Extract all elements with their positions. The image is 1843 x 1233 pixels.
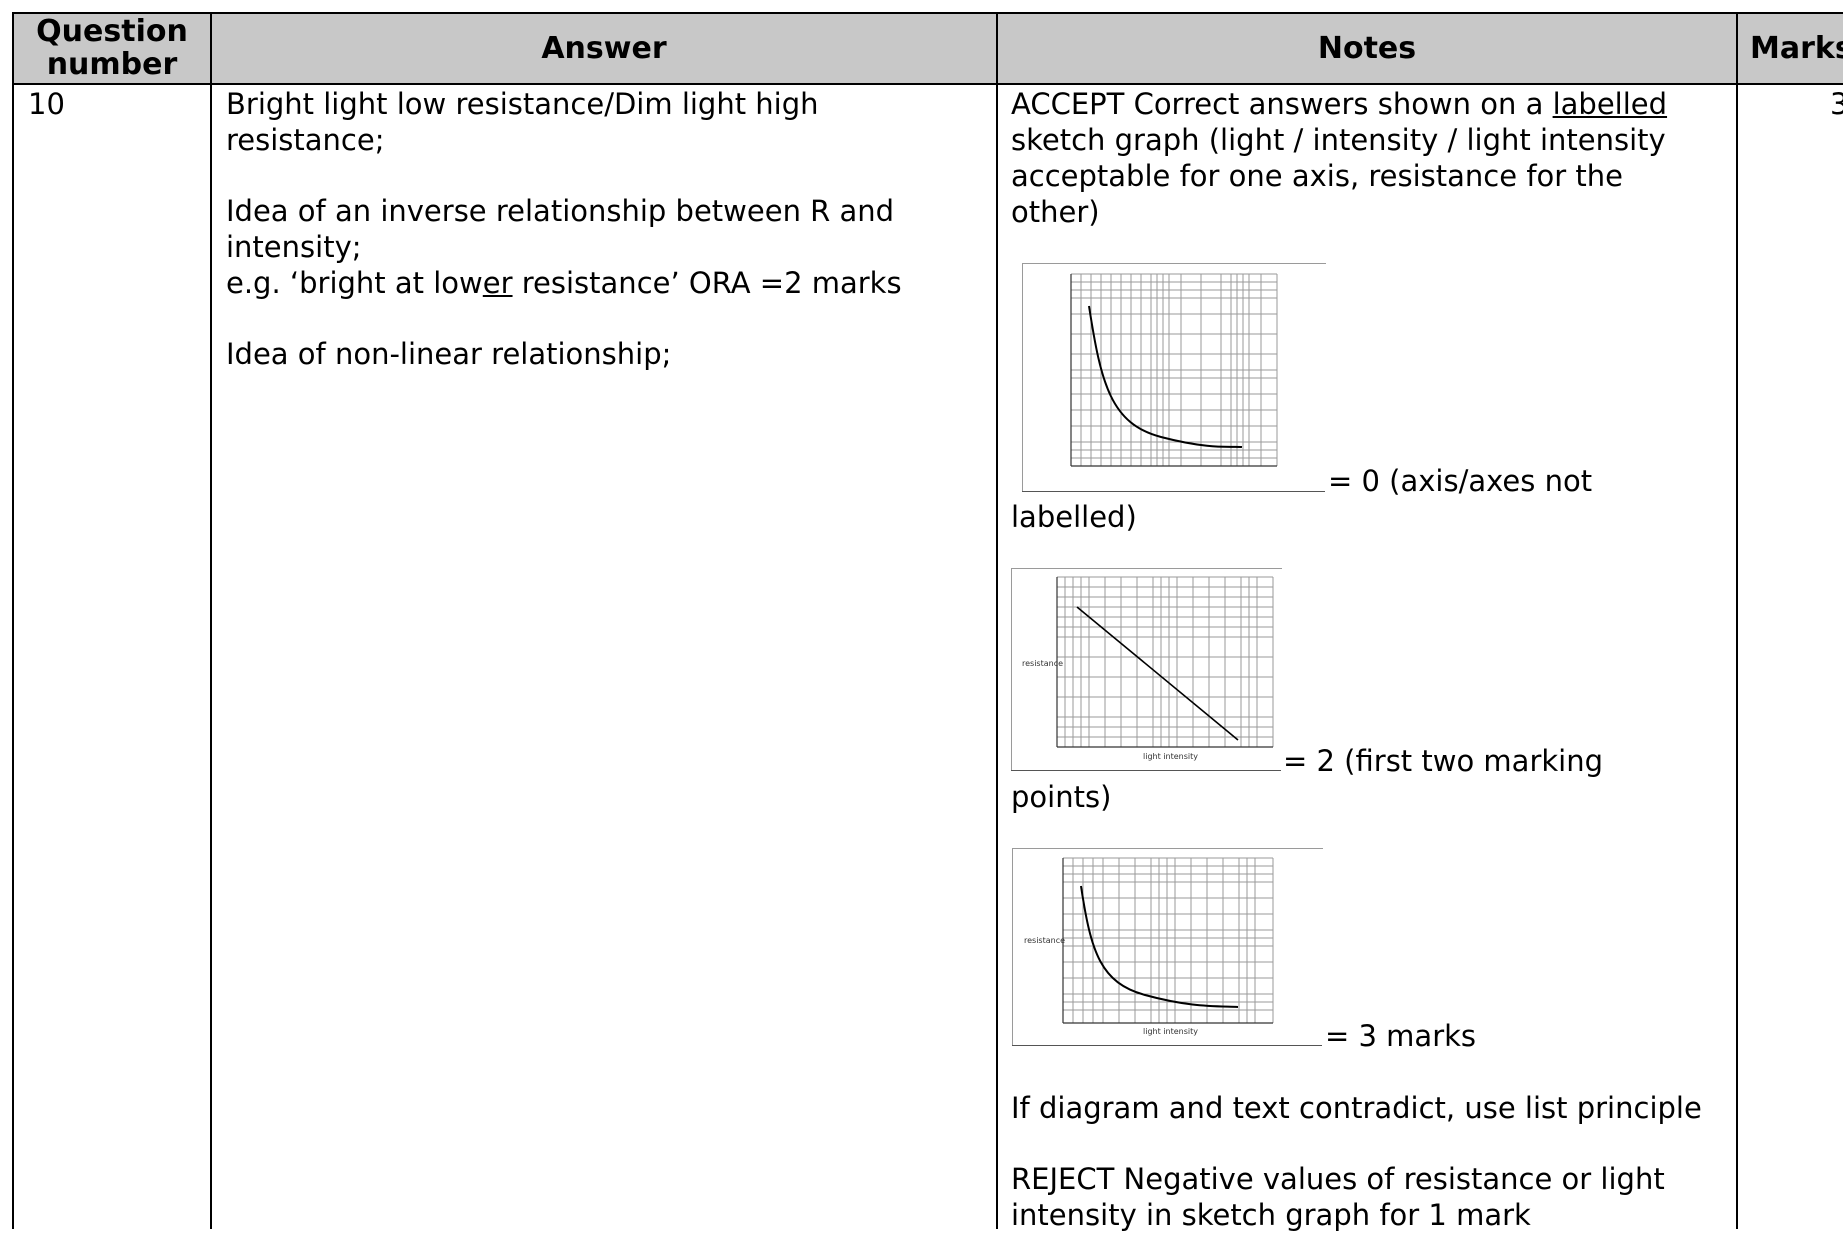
sketch-graph-3-baseline (1012, 1045, 1322, 1046)
sketch-graph-2-frame (1011, 568, 1282, 771)
marks-cell: 3 (1830, 87, 1843, 121)
header-question-number: Question number (36, 14, 188, 82)
notes-accept-line-1: ACCEPT Correct answers shown on a labell… (1011, 86, 1667, 122)
column-divider-2 (996, 12, 998, 1229)
graph-3-x-label: light intensity (1143, 1027, 1198, 1036)
sketch-graph-3-frame (1012, 848, 1323, 1046)
graph-2-x-label: light intensity (1143, 752, 1198, 761)
answer-line-3: Idea of an inverse relationship between … (226, 194, 895, 228)
answer-line-2: resistance; (226, 123, 385, 157)
notes-reject-line-1: REJECT Negative values of resistance or … (1011, 1162, 1665, 1196)
column-divider-1 (210, 12, 212, 1229)
sketch-graph-2-line (1076, 606, 1239, 741)
header-bottom-border (13, 83, 1843, 85)
notes-accept-text: ACCEPT Correct answers shown on a (1011, 87, 1553, 121)
notes-accept-underlined: labelled (1552, 87, 1668, 121)
graph-1-result: = 0 (axis/axes not (1328, 464, 1593, 498)
notes-reject-line-2: intensity in sketch graph for 1 mark (1011, 1198, 1531, 1232)
table-left-border (12, 12, 14, 1229)
sketch-graph-2 (1056, 576, 1274, 748)
sketch-graph-1-curve (1088, 305, 1243, 448)
notes-accept-line-3: acceptable for one axis, resistance for … (1011, 159, 1624, 193)
header-marks: Marks (1750, 30, 1843, 66)
notes-list-principle: If diagram and text contradict, use list… (1011, 1091, 1702, 1125)
graph-3-y-label: resistance (1024, 936, 1066, 945)
graph-1-result-continued: labelled) (1011, 500, 1137, 534)
sketch-graph-2-baseline (1011, 770, 1281, 771)
sketch-graph-3 (1062, 857, 1274, 1024)
answer-line-5: e.g. ‘bright at lower resistance’ ORA =2… (226, 265, 902, 301)
notes-accept-line-4: other) (1011, 195, 1100, 229)
graph-2-y-label: resistance (1022, 659, 1064, 668)
answer-example-underlined: er (482, 266, 513, 300)
graph-2-result: = 2 (first two marking (1283, 744, 1604, 778)
graph-2-result-continued: points) (1011, 780, 1112, 814)
header-notes: Notes (1317, 30, 1417, 66)
sketch-graph-3-gridlines (1062, 857, 1274, 1023)
sketch-graph-1-baseline (1022, 491, 1325, 492)
notes-accept-line-2: sketch graph (light / intensity / light … (1011, 123, 1666, 157)
sketch-graph-3-curve (1080, 885, 1239, 1008)
sketch-graph-2-gridlines (1056, 576, 1274, 747)
table-header-background (13, 13, 1843, 83)
sketch-graph-1-gridlines (1070, 273, 1278, 466)
header-answer: Answer (541, 30, 667, 66)
answer-line-6: Idea of non-linear relationship; (226, 337, 672, 371)
column-divider-3 (1736, 12, 1738, 1229)
answer-line-4: intensity; (226, 230, 362, 264)
question-number-cell: 10 (28, 87, 65, 121)
answer-example-prefix: e.g. ‘bright at low (226, 266, 483, 300)
sketch-graph-1-frame (1022, 263, 1326, 492)
graph-3-result: = 3 marks (1325, 1019, 1477, 1053)
answer-example-suffix: resistance’ ORA =2 marks (512, 266, 902, 300)
sketch-graph-1 (1070, 273, 1278, 467)
table-top-border (13, 12, 1843, 14)
answer-line-1: Bright light low resistance/Dim light hi… (226, 87, 819, 121)
